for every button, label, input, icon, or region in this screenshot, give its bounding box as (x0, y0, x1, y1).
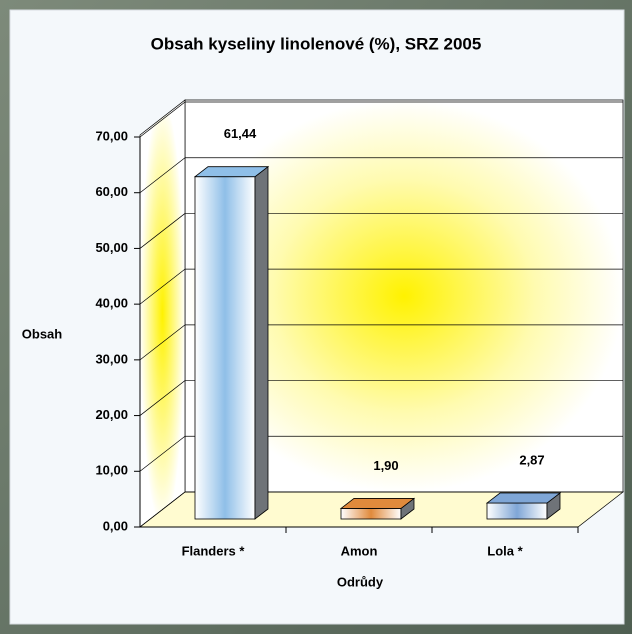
y-axis-label: Obsah (22, 326, 63, 341)
y-tick-label: 10,00 (95, 463, 128, 478)
y-tick-label: 60,00 (95, 184, 128, 199)
bar-top (339, 498, 416, 509)
value-label: 1,90 (373, 458, 398, 473)
grid-line (139, 436, 186, 472)
bar (340, 508, 402, 520)
value-label: 61,44 (224, 126, 257, 141)
bar-top (193, 166, 270, 178)
y-tick-label: 30,00 (95, 351, 128, 366)
x-axis-label: Odrůdy (337, 574, 384, 589)
y-tick-label: 20,00 (95, 407, 128, 422)
bar (486, 502, 548, 520)
grid-line (139, 268, 186, 305)
y-tick-label: 0,00 (103, 518, 128, 533)
x-tick-label: Lola * (487, 543, 523, 558)
bar-top (485, 492, 562, 504)
bar-side (254, 165, 269, 520)
x-tick-label: Amon (341, 543, 378, 558)
grid-line (139, 324, 186, 361)
grid-line (139, 380, 186, 416)
chart-title: Obsah kyseliny linolenové (%), SRZ 2005 (151, 34, 482, 53)
grid-line (139, 213, 186, 249)
x-tick-label: Flanders * (182, 543, 246, 558)
grid-line (139, 101, 186, 138)
y-tick-label: 40,00 (95, 296, 128, 311)
side-wall (139, 99, 186, 528)
y-tick-label: 70,00 (95, 128, 128, 143)
value-label: 2,87 (519, 452, 544, 467)
y-tick-label: 50,00 (95, 240, 128, 255)
grid-line (139, 491, 186, 528)
bar (194, 176, 256, 520)
grid-line (139, 157, 186, 193)
